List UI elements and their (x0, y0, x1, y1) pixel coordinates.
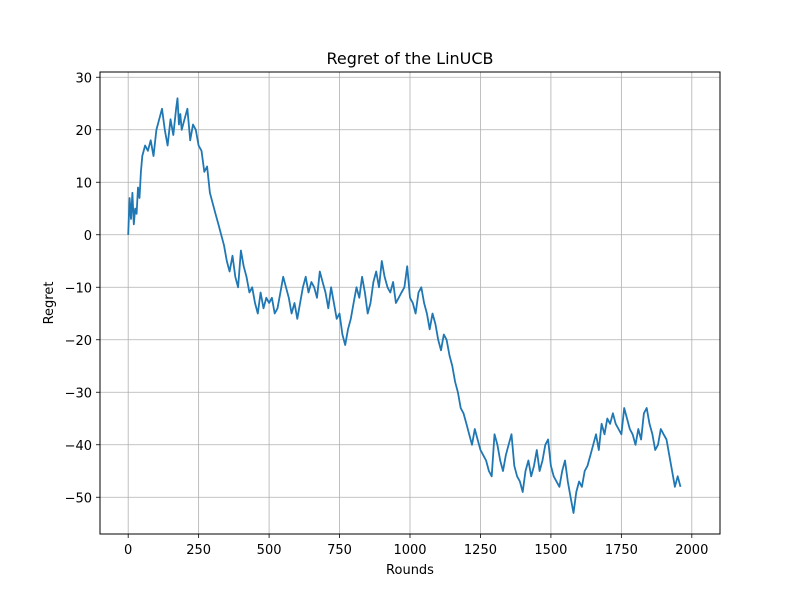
x-tick-label: 1750 (605, 543, 638, 558)
y-tick-label: −40 (65, 439, 92, 454)
x-axis: 0 250 500 750 1000 1250 1500 1750 2000 (124, 534, 708, 558)
series-line-regret (127, 97, 682, 514)
x-tick-label: 1250 (464, 543, 497, 558)
x-tick-label: 250 (186, 543, 211, 558)
y-tick-label: −30 (65, 386, 92, 401)
x-tick-label: 2000 (675, 543, 708, 558)
y-tick-label: 10 (75, 176, 92, 191)
y-tick-label: −10 (65, 281, 92, 296)
x-tick-label: 1500 (534, 543, 567, 558)
series-group (127, 97, 682, 514)
x-tick-label: 500 (257, 543, 282, 558)
y-tick-label: −50 (65, 491, 92, 506)
y-tick-label: 20 (75, 124, 92, 139)
y-tick-label: 0 (84, 229, 92, 244)
grid (100, 72, 720, 534)
x-tick-label: 0 (124, 543, 132, 558)
x-tick-label: 750 (327, 543, 352, 558)
x-axis-label: Rounds (386, 563, 434, 578)
chart-title: Regret of the LinUCB (326, 49, 493, 68)
x-tick-label: 1000 (393, 543, 426, 558)
y-axis-label: Regret (42, 282, 57, 325)
y-tick-label: 30 (75, 71, 92, 86)
y-axis: 30 20 10 0 −10 −20 −30 −40 −50 (65, 71, 100, 506)
y-tick-label: −20 (65, 334, 92, 349)
